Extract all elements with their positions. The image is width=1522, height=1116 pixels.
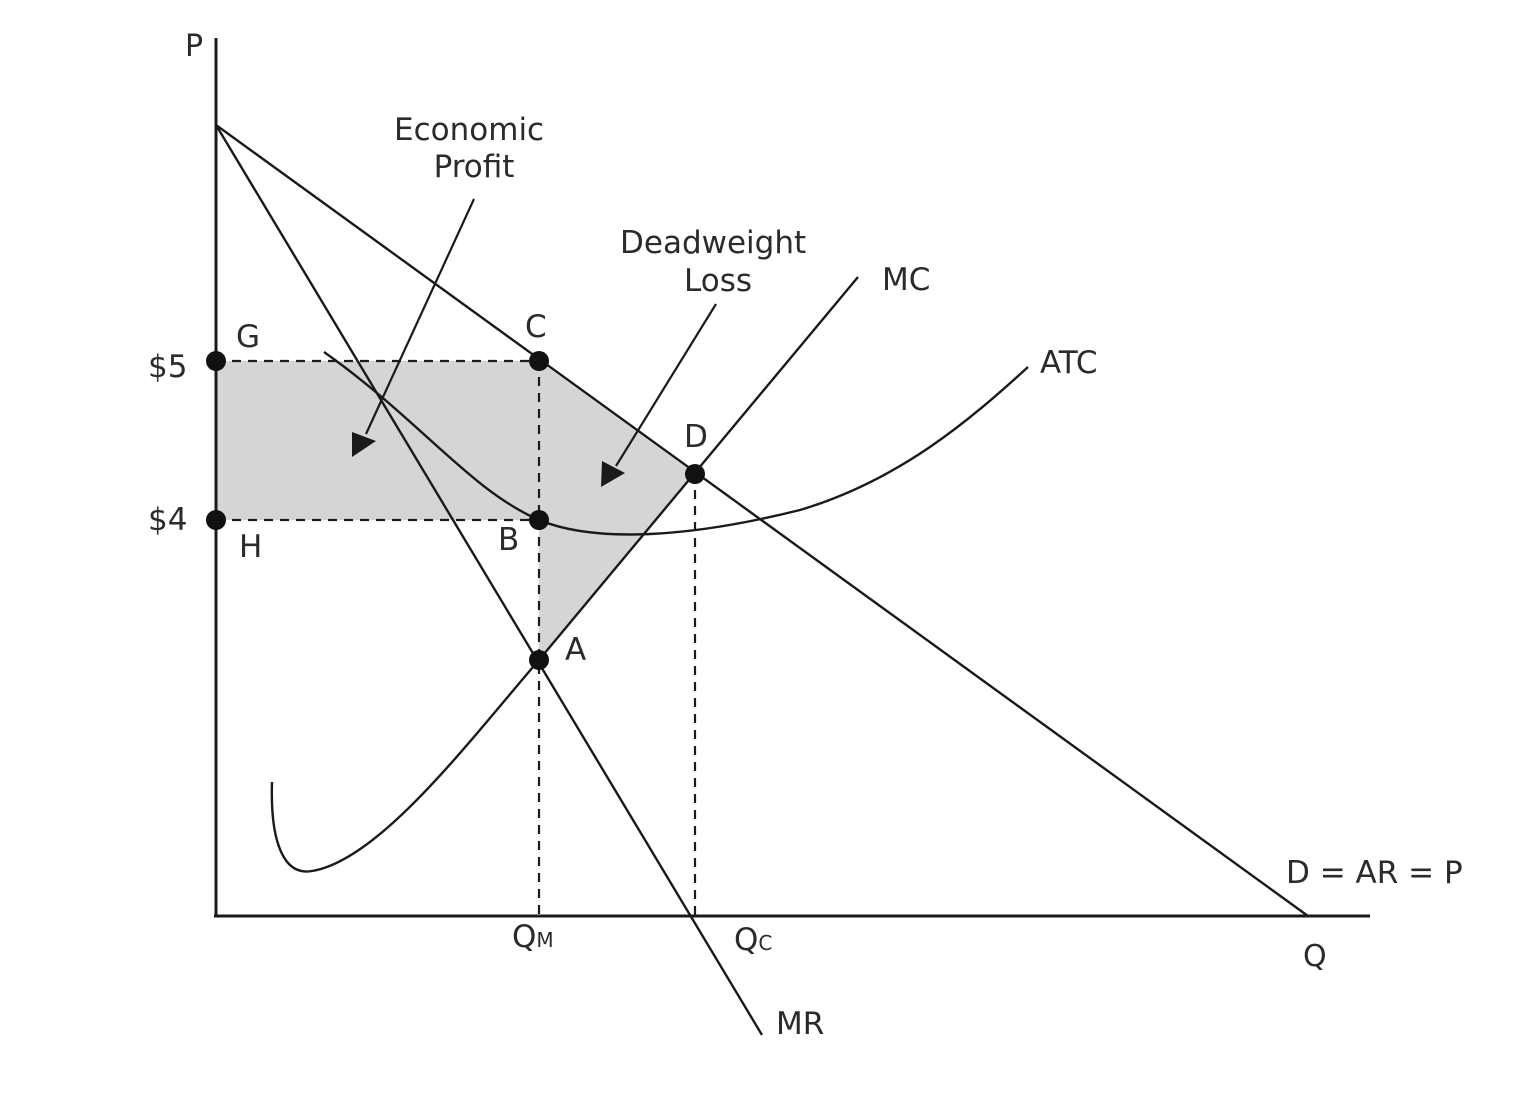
economic-profit-arrow (365, 198, 475, 435)
point-g-label: G (236, 319, 260, 355)
point-b-label: B (498, 522, 519, 558)
qc-label: QC (734, 922, 772, 958)
atc-curve-label: ATC (1040, 345, 1098, 381)
qc-label-sub: C (758, 931, 772, 955)
deadweight-loss-arrow (615, 303, 717, 467)
qm-label-main: Q (512, 919, 536, 955)
marginal-cost-curve (270, 276, 859, 873)
deadweight-loss-label: Deadweight Loss (620, 225, 816, 299)
price-5-label: $5 (148, 349, 187, 385)
mr-curve-label: MR (776, 1006, 824, 1042)
economic-profit-arrowhead (352, 432, 376, 457)
point-c (529, 351, 549, 371)
demand-curve (215, 124, 1309, 917)
point-d-label: D (684, 419, 708, 455)
deadweight-loss-region (539, 361, 695, 660)
point-h (206, 510, 226, 530)
price-axis-label: P (185, 29, 203, 64)
point-h-label: H (239, 529, 262, 565)
deadweight-loss-line-2: Loss (684, 263, 752, 299)
deadweight-loss-line-1: Deadweight (620, 225, 806, 261)
qm-label-sub: M (536, 928, 553, 952)
qc-label-main: Q (734, 922, 758, 958)
average-total-cost-curve (323, 351, 1029, 536)
point-d (685, 464, 705, 484)
point-c-label: C (525, 309, 547, 345)
qm-label: QM (512, 919, 554, 955)
economic-profit-region (216, 361, 539, 520)
marginal-revenue-curve (214, 124, 764, 1036)
point-a-label: A (565, 632, 586, 668)
point-a (529, 650, 549, 670)
price-4-label: $4 (148, 502, 187, 538)
economic-profit-line-2: Profit (434, 149, 515, 185)
point-g (206, 351, 226, 371)
point-b (529, 510, 549, 530)
deadweight-loss-arrowhead (601, 461, 625, 487)
mc-curve-label: MC (882, 262, 930, 298)
quantity-axis-label: Q (1303, 939, 1327, 974)
demand-curve-label: D = AR = P (1286, 855, 1463, 891)
economic-profit-line-1: Economic (394, 112, 544, 148)
economic-profit-label: Economic Profit (394, 112, 554, 185)
